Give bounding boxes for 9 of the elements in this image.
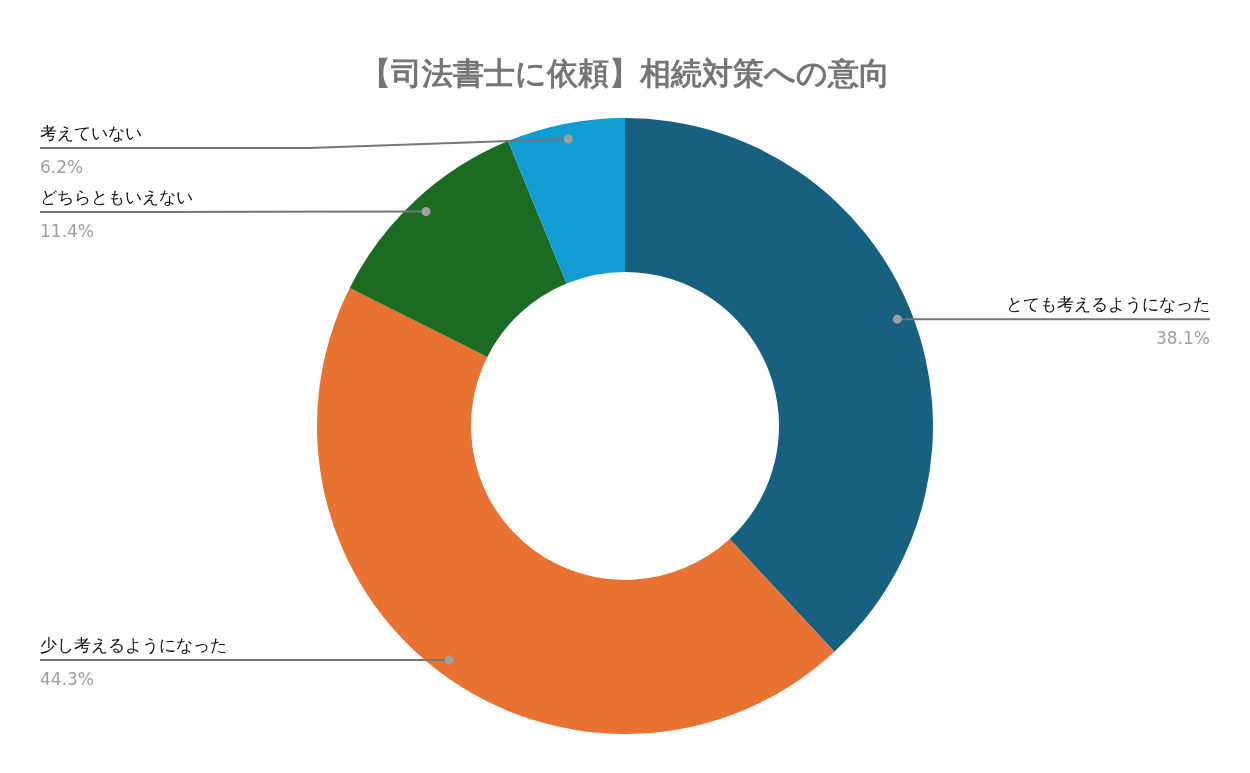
value-label: 11.4% [40, 221, 94, 241]
value-label: 38.1% [1156, 328, 1210, 349]
category-label: 考えていない [40, 123, 142, 143]
value-label: 44.3% [40, 669, 94, 689]
category-label: とても考えるようになった [1006, 294, 1210, 315]
category-label: 少し考えるようになった [40, 635, 227, 655]
value-label: 6.2% [40, 157, 84, 177]
category-label: どちらともいえない [40, 187, 193, 207]
title: 【司法書士に依頼】相続対策への意向 [360, 55, 890, 91]
